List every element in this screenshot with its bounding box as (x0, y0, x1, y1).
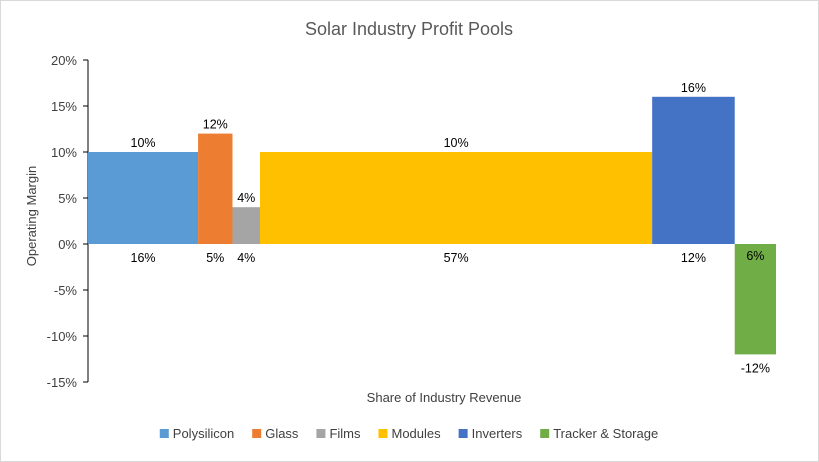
legend-item: Inverters (458, 426, 523, 441)
legend-item: Modules (378, 426, 441, 441)
y-tick-label: 20% (51, 53, 77, 68)
legend-swatch (252, 429, 262, 438)
legend-swatch (159, 429, 169, 438)
legend-swatch (378, 429, 388, 438)
margin-label-glass: 12% (203, 118, 228, 132)
y-tick-label: -10% (47, 329, 78, 344)
legend-item: Glass (252, 426, 299, 441)
share-label-modules: 57% (444, 251, 469, 265)
y-tick-label: 15% (51, 99, 77, 114)
data-labels: 10% 16% 12% 5% 4% 4% 10% 57% 16% 12% 6% -12% (131, 81, 770, 376)
margin-label-tracker-storage: -12% (741, 361, 770, 375)
y-tick-label: -5% (54, 283, 78, 298)
bars (88, 96, 776, 355)
legend-swatch (458, 429, 468, 438)
legend-item: Tracker & Storage (540, 426, 658, 441)
legend-label: Tracker & Storage (553, 426, 658, 441)
share-label-glass: 5% (206, 251, 224, 265)
legend-item: Films (316, 426, 361, 441)
legend-label: Polysilicon (173, 426, 234, 441)
bar-tracker-storage (734, 244, 776, 355)
bar-glass (198, 133, 233, 244)
legend-label: Inverters (472, 426, 523, 441)
share-label-tracker-storage: 6% (746, 249, 764, 263)
share-label-inverters: 12% (681, 251, 706, 265)
legend-label: Modules (391, 426, 441, 441)
legend-label: Films (329, 426, 361, 441)
y-tick-label: 5% (58, 191, 77, 206)
share-label-films: 4% (237, 251, 255, 265)
legend-swatch (316, 429, 326, 438)
y-tick-label: 10% (51, 145, 77, 160)
y-axis-title: Operating Margin (24, 166, 39, 266)
share-label-polysilicon: 16% (131, 251, 156, 265)
y-tick-label: 0% (58, 237, 77, 252)
x-axis-title: Share of Industry Revenue (367, 390, 522, 405)
legend-item: Polysilicon (159, 426, 234, 441)
margin-label-films: 4% (237, 191, 255, 205)
y-tick-label: -15% (47, 375, 78, 390)
bar-modules (260, 152, 653, 244)
margin-label-modules: 10% (444, 136, 469, 150)
chart-title: Solar Industry Profit Pools (305, 19, 513, 39)
bar-inverters (652, 96, 735, 244)
legend-swatch (540, 429, 550, 438)
bar-films (232, 207, 260, 244)
legend: Polysilicon Glass Films Modules Inverters Tra… (159, 426, 658, 441)
legend-label: Glass (265, 426, 299, 441)
y-axis: 20% 15% 10% 5% 0% -5% -10% -15% (47, 53, 89, 390)
margin-label-polysilicon: 10% (131, 136, 156, 150)
margin-label-inverters: 16% (681, 81, 706, 95)
bar-polysilicon (88, 152, 199, 244)
